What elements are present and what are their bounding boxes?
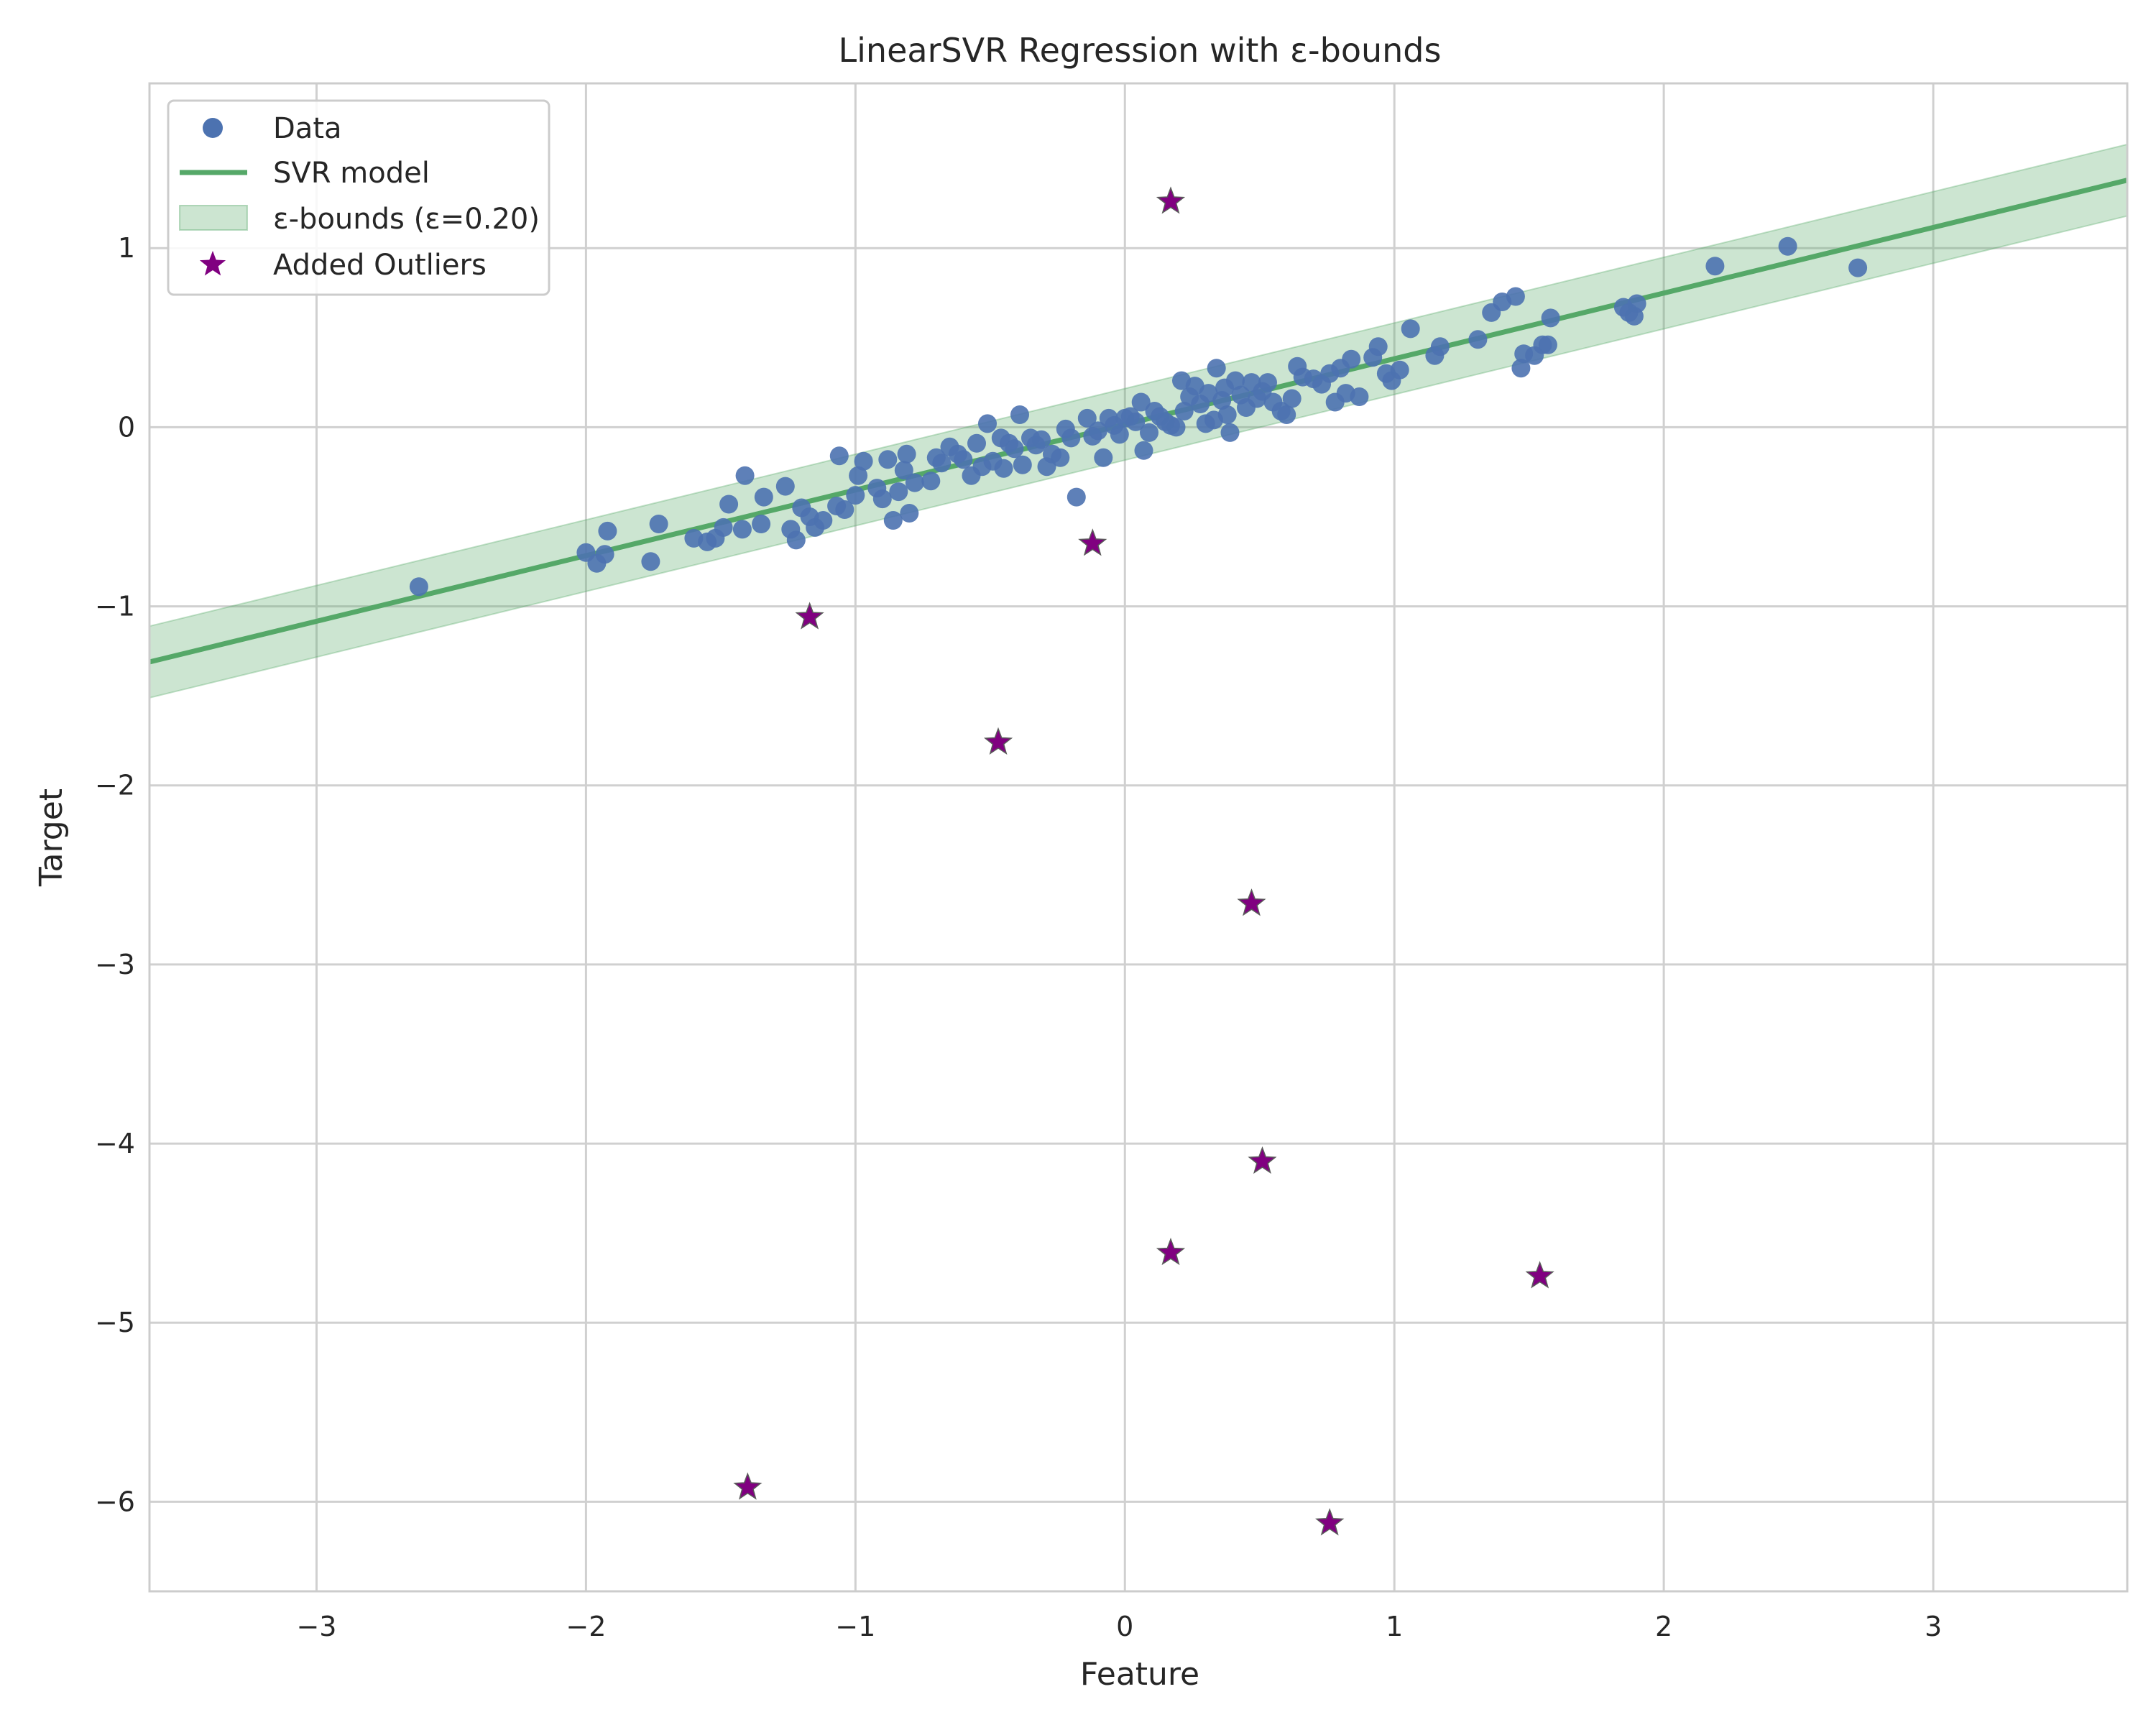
x-tick-label: 3	[1925, 1611, 1942, 1642]
data-point	[921, 472, 940, 490]
data-point	[776, 477, 795, 496]
data-point	[1342, 350, 1360, 369]
data-point	[1110, 425, 1129, 443]
legend-data-label: Data	[273, 112, 342, 145]
data-point	[1221, 423, 1240, 442]
data-point	[995, 459, 1013, 478]
data-point	[900, 504, 918, 523]
data-point	[889, 482, 908, 501]
data-point	[1013, 456, 1032, 474]
data-point	[1051, 448, 1069, 467]
legend-data-marker	[203, 118, 223, 138]
data-point	[714, 518, 733, 537]
data-point	[719, 495, 738, 514]
x-tick-label: −1	[835, 1611, 875, 1642]
data-point	[846, 486, 865, 505]
data-point	[1010, 405, 1029, 424]
data-point	[830, 446, 849, 465]
data-point	[1135, 441, 1153, 460]
legend-outlier-label: Added Outliers	[273, 249, 487, 282]
y-tick-label: −4	[95, 1128, 135, 1159]
x-tick-label: 2	[1655, 1611, 1672, 1642]
data-point	[884, 511, 903, 530]
data-point	[1094, 448, 1112, 467]
data-point	[932, 454, 951, 472]
data-point	[410, 577, 428, 596]
data-point	[854, 452, 873, 471]
plot-area	[149, 83, 2127, 1591]
data-point	[1431, 337, 1450, 356]
data-point	[878, 450, 897, 469]
x-axis-label: Feature	[1080, 1656, 1199, 1693]
x-tick-label: 0	[1116, 1611, 1133, 1642]
data-point	[1350, 387, 1368, 406]
data-point	[650, 515, 668, 533]
data-point	[736, 466, 755, 485]
data-point	[1283, 390, 1302, 408]
data-point	[1140, 423, 1158, 442]
data-point	[814, 511, 832, 530]
data-point	[641, 552, 660, 571]
data-point	[1167, 418, 1186, 436]
data-point	[598, 522, 617, 540]
data-point	[1506, 288, 1525, 306]
data-point	[1369, 337, 1388, 356]
data-point	[752, 515, 770, 533]
data-point	[1779, 237, 1797, 256]
data-point	[1705, 257, 1724, 275]
x-tick-label: 1	[1386, 1611, 1403, 1642]
data-point	[954, 450, 972, 469]
data-point	[906, 474, 924, 492]
y-tick-label: 1	[118, 232, 135, 264]
y-tick-label: 0	[118, 411, 135, 443]
data-point	[967, 434, 986, 453]
data-point	[1005, 439, 1024, 458]
data-point	[1258, 373, 1277, 392]
chart-title: LinearSVR Regression with ε-bounds	[839, 31, 1442, 70]
data-point	[1539, 336, 1557, 354]
legend-band-marker	[180, 206, 247, 230]
y-tick-label: −6	[95, 1486, 135, 1517]
data-point	[1391, 361, 1409, 380]
legend-model-label: SVR model	[273, 157, 430, 190]
y-tick-label: −2	[95, 770, 135, 801]
y-tick-label: −1	[95, 591, 135, 622]
y-axis-label: Target	[33, 788, 70, 887]
data-point	[1218, 405, 1237, 424]
data-point	[898, 445, 916, 464]
data-point	[1848, 259, 1867, 277]
data-point	[1542, 308, 1560, 327]
x-tick-label: −3	[296, 1611, 336, 1642]
y-tick-label: −3	[95, 949, 135, 980]
legend: Data SVR model ε-bounds (ε=0.20) Added O…	[168, 101, 549, 295]
data-point	[1067, 488, 1086, 507]
data-point	[755, 488, 773, 507]
data-point	[873, 489, 892, 508]
data-point	[1401, 319, 1420, 338]
data-point	[1207, 359, 1226, 377]
legend-band-label: ε-bounds (ε=0.20)	[273, 203, 540, 236]
data-point	[596, 545, 614, 564]
y-tick-label: −5	[95, 1307, 135, 1338]
data-point	[978, 414, 997, 433]
data-point	[1277, 405, 1296, 424]
data-point	[1061, 428, 1080, 447]
data-point	[787, 530, 806, 549]
plot-background	[149, 83, 2127, 1591]
data-point	[1628, 295, 1646, 313]
x-tick-label: −2	[566, 1611, 606, 1642]
data-point	[1468, 330, 1487, 349]
data-point	[733, 520, 752, 538]
